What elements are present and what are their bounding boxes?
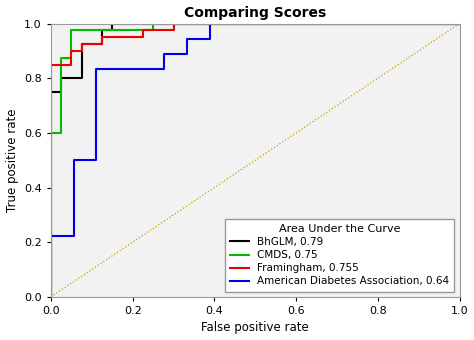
Legend: BhGLM, 0.79, CMDS, 0.75, Framingham, 0.755, American Diabetes Association, 0.64: BhGLM, 0.79, CMDS, 0.75, Framingham, 0.7… — [225, 219, 455, 292]
American Diabetes Association, 0.64 — [184, 52, 190, 56]
American Diabetes Association, 0.64 — [93, 67, 99, 71]
American Diabetes Association, 0.64 — [71, 204, 76, 208]
Y-axis label: True positive rate: True positive rate — [6, 108, 18, 212]
Framingham, 0.755 — [253, 21, 258, 26]
American Diabetes Association, 0.64 — [253, 21, 258, 26]
BhGLM, 0.79 — [314, 21, 319, 26]
X-axis label: False positive rate: False positive rate — [201, 321, 309, 335]
American Diabetes Association, 0.64 — [275, 21, 281, 26]
Line: CMDS, 0.75: CMDS, 0.75 — [51, 23, 460, 297]
American Diabetes Association, 0.64 — [343, 21, 349, 26]
American Diabetes Association, 0.64 — [71, 158, 76, 162]
American Diabetes Association, 0.64 — [207, 21, 213, 26]
American Diabetes Association, 0.64 — [48, 249, 54, 253]
BhGLM, 0.79 — [253, 21, 258, 26]
Framingham, 0.755 — [385, 21, 391, 26]
BhGLM, 0.79 — [99, 28, 105, 32]
American Diabetes Association, 0.64 — [48, 295, 54, 299]
American Diabetes Association, 0.64 — [457, 21, 463, 26]
BhGLM, 0.79 — [161, 21, 166, 26]
American Diabetes Association, 0.64 — [93, 113, 99, 117]
CMDS, 0.75 — [355, 21, 360, 26]
American Diabetes Association, 0.64 — [298, 21, 303, 26]
CMDS, 0.75 — [150, 21, 156, 26]
BhGLM, 0.79 — [48, 295, 54, 299]
American Diabetes Association, 0.64 — [48, 279, 54, 284]
Framingham, 0.755 — [48, 295, 54, 299]
BhGLM, 0.79 — [385, 21, 391, 26]
CMDS, 0.75 — [253, 21, 258, 26]
Line: BhGLM, 0.79: BhGLM, 0.79 — [51, 23, 460, 297]
American Diabetes Association, 0.64 — [162, 52, 167, 56]
American Diabetes Association, 0.64 — [93, 158, 99, 162]
American Diabetes Association, 0.64 — [71, 188, 76, 192]
American Diabetes Association, 0.64 — [162, 67, 167, 71]
Framingham, 0.755 — [109, 35, 115, 39]
American Diabetes Association, 0.64 — [411, 21, 417, 26]
CMDS, 0.75 — [161, 21, 166, 26]
Line: Framingham, 0.755: Framingham, 0.755 — [51, 23, 460, 297]
Line: American Diabetes Association, 0.64: American Diabetes Association, 0.64 — [51, 23, 460, 297]
CMDS, 0.75 — [48, 295, 54, 299]
American Diabetes Association, 0.64 — [48, 265, 54, 269]
American Diabetes Association, 0.64 — [230, 21, 236, 26]
American Diabetes Association, 0.64 — [93, 97, 99, 101]
BhGLM, 0.79 — [355, 21, 360, 26]
BhGLM, 0.79 — [109, 21, 115, 26]
Framingham, 0.755 — [355, 21, 360, 26]
American Diabetes Association, 0.64 — [93, 128, 99, 132]
Framingham, 0.755 — [171, 21, 176, 26]
CMDS, 0.75 — [457, 21, 463, 26]
BhGLM, 0.79 — [457, 21, 463, 26]
American Diabetes Association, 0.64 — [93, 82, 99, 86]
CMDS, 0.75 — [99, 28, 105, 32]
Framingham, 0.755 — [161, 28, 166, 32]
American Diabetes Association, 0.64 — [71, 173, 76, 177]
American Diabetes Association, 0.64 — [71, 219, 76, 223]
American Diabetes Association, 0.64 — [116, 67, 122, 71]
Framingham, 0.755 — [314, 21, 319, 26]
American Diabetes Association, 0.64 — [366, 21, 372, 26]
American Diabetes Association, 0.64 — [184, 37, 190, 41]
Title: Comparing Scores: Comparing Scores — [184, 5, 327, 20]
American Diabetes Association, 0.64 — [434, 21, 440, 26]
CMDS, 0.75 — [385, 21, 391, 26]
American Diabetes Association, 0.64 — [389, 21, 394, 26]
American Diabetes Association, 0.64 — [320, 21, 326, 26]
CMDS, 0.75 — [314, 21, 319, 26]
Framingham, 0.755 — [457, 21, 463, 26]
American Diabetes Association, 0.64 — [48, 234, 54, 238]
American Diabetes Association, 0.64 — [139, 67, 145, 71]
American Diabetes Association, 0.64 — [93, 143, 99, 147]
American Diabetes Association, 0.64 — [71, 234, 76, 238]
American Diabetes Association, 0.64 — [207, 37, 213, 41]
